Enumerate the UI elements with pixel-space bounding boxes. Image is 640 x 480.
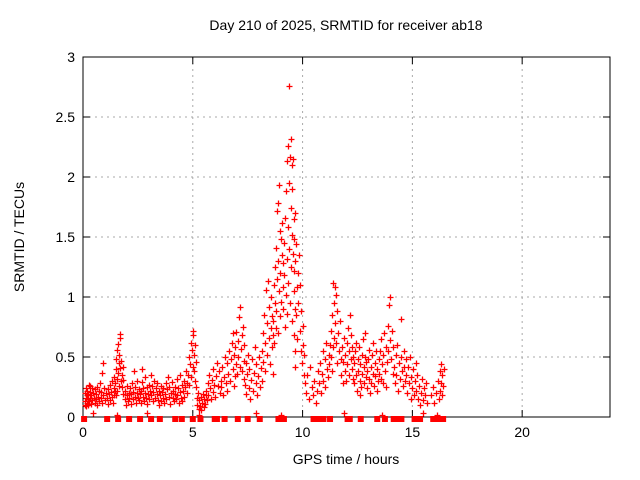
zero-square-marker xyxy=(137,416,144,422)
tick-labels: 0 0.5 1 1.5 2 2.5 3 0 5 10 15 20 xyxy=(56,49,531,440)
axis-ticks xyxy=(82,56,610,418)
zero-square-marker xyxy=(256,416,263,422)
zero-square-marker xyxy=(221,416,228,422)
zero-square-marker xyxy=(189,416,196,422)
zero-square-marker xyxy=(244,416,251,422)
zero-square-marker xyxy=(398,416,405,422)
zero-square-marker xyxy=(313,416,320,422)
zero-square-marker xyxy=(411,416,418,422)
zero-square-marker xyxy=(178,416,185,422)
zero-square-marker xyxy=(434,416,441,422)
x-axis-label: GPS time / hours xyxy=(293,451,400,467)
zero-square-marker xyxy=(381,416,388,422)
x-tick-label: 0 xyxy=(79,424,87,440)
chart-title: Day 210 of 2025, SRMTID for receiver ab1… xyxy=(209,17,482,33)
zero-square-marker xyxy=(275,416,282,422)
zero-square-marker xyxy=(115,416,122,422)
zero-square-marker xyxy=(81,416,88,422)
zero-square-marker xyxy=(327,416,334,422)
zero-square-marker xyxy=(126,416,133,422)
data-points xyxy=(81,83,448,422)
zero-square-marker xyxy=(394,416,401,422)
zero-square-marker xyxy=(417,416,424,422)
y-tick-label: 2 xyxy=(67,169,75,185)
scatter-plus-markers xyxy=(82,83,448,419)
zero-square-marker xyxy=(213,416,220,422)
y-tick-label: 0.5 xyxy=(56,349,76,365)
zero-square-marker xyxy=(148,416,155,422)
zero-square-marker xyxy=(197,416,204,422)
zero-square-marker xyxy=(317,416,324,422)
y-tick-label: 3 xyxy=(67,49,75,65)
zero-square-marker xyxy=(280,416,287,422)
y-tick-label: 2.5 xyxy=(56,109,76,125)
zero-square-marker xyxy=(346,416,353,422)
zero-square-marker xyxy=(310,416,317,422)
zero-square-marker xyxy=(156,416,163,422)
x-tick-label: 20 xyxy=(514,424,530,440)
zero-square-marker xyxy=(172,416,179,422)
zero-square-marker xyxy=(390,416,397,422)
y-axis-label: SRMTID / TECUs xyxy=(11,182,27,292)
x-tick-label: 10 xyxy=(295,424,311,440)
zero-square-marker xyxy=(104,416,111,422)
zero-square-marker xyxy=(357,416,364,422)
x-tick-label: 15 xyxy=(405,424,421,440)
x-tick-label: 5 xyxy=(189,424,197,440)
y-tick-label: 0 xyxy=(67,409,75,425)
zero-square-marker xyxy=(234,416,241,422)
zero-square-marker xyxy=(320,416,327,422)
y-tick-label: 1 xyxy=(67,289,75,305)
zero-square-marker xyxy=(440,416,447,422)
y-tick-label: 1.5 xyxy=(56,229,76,245)
zero-square-marker xyxy=(374,416,381,422)
